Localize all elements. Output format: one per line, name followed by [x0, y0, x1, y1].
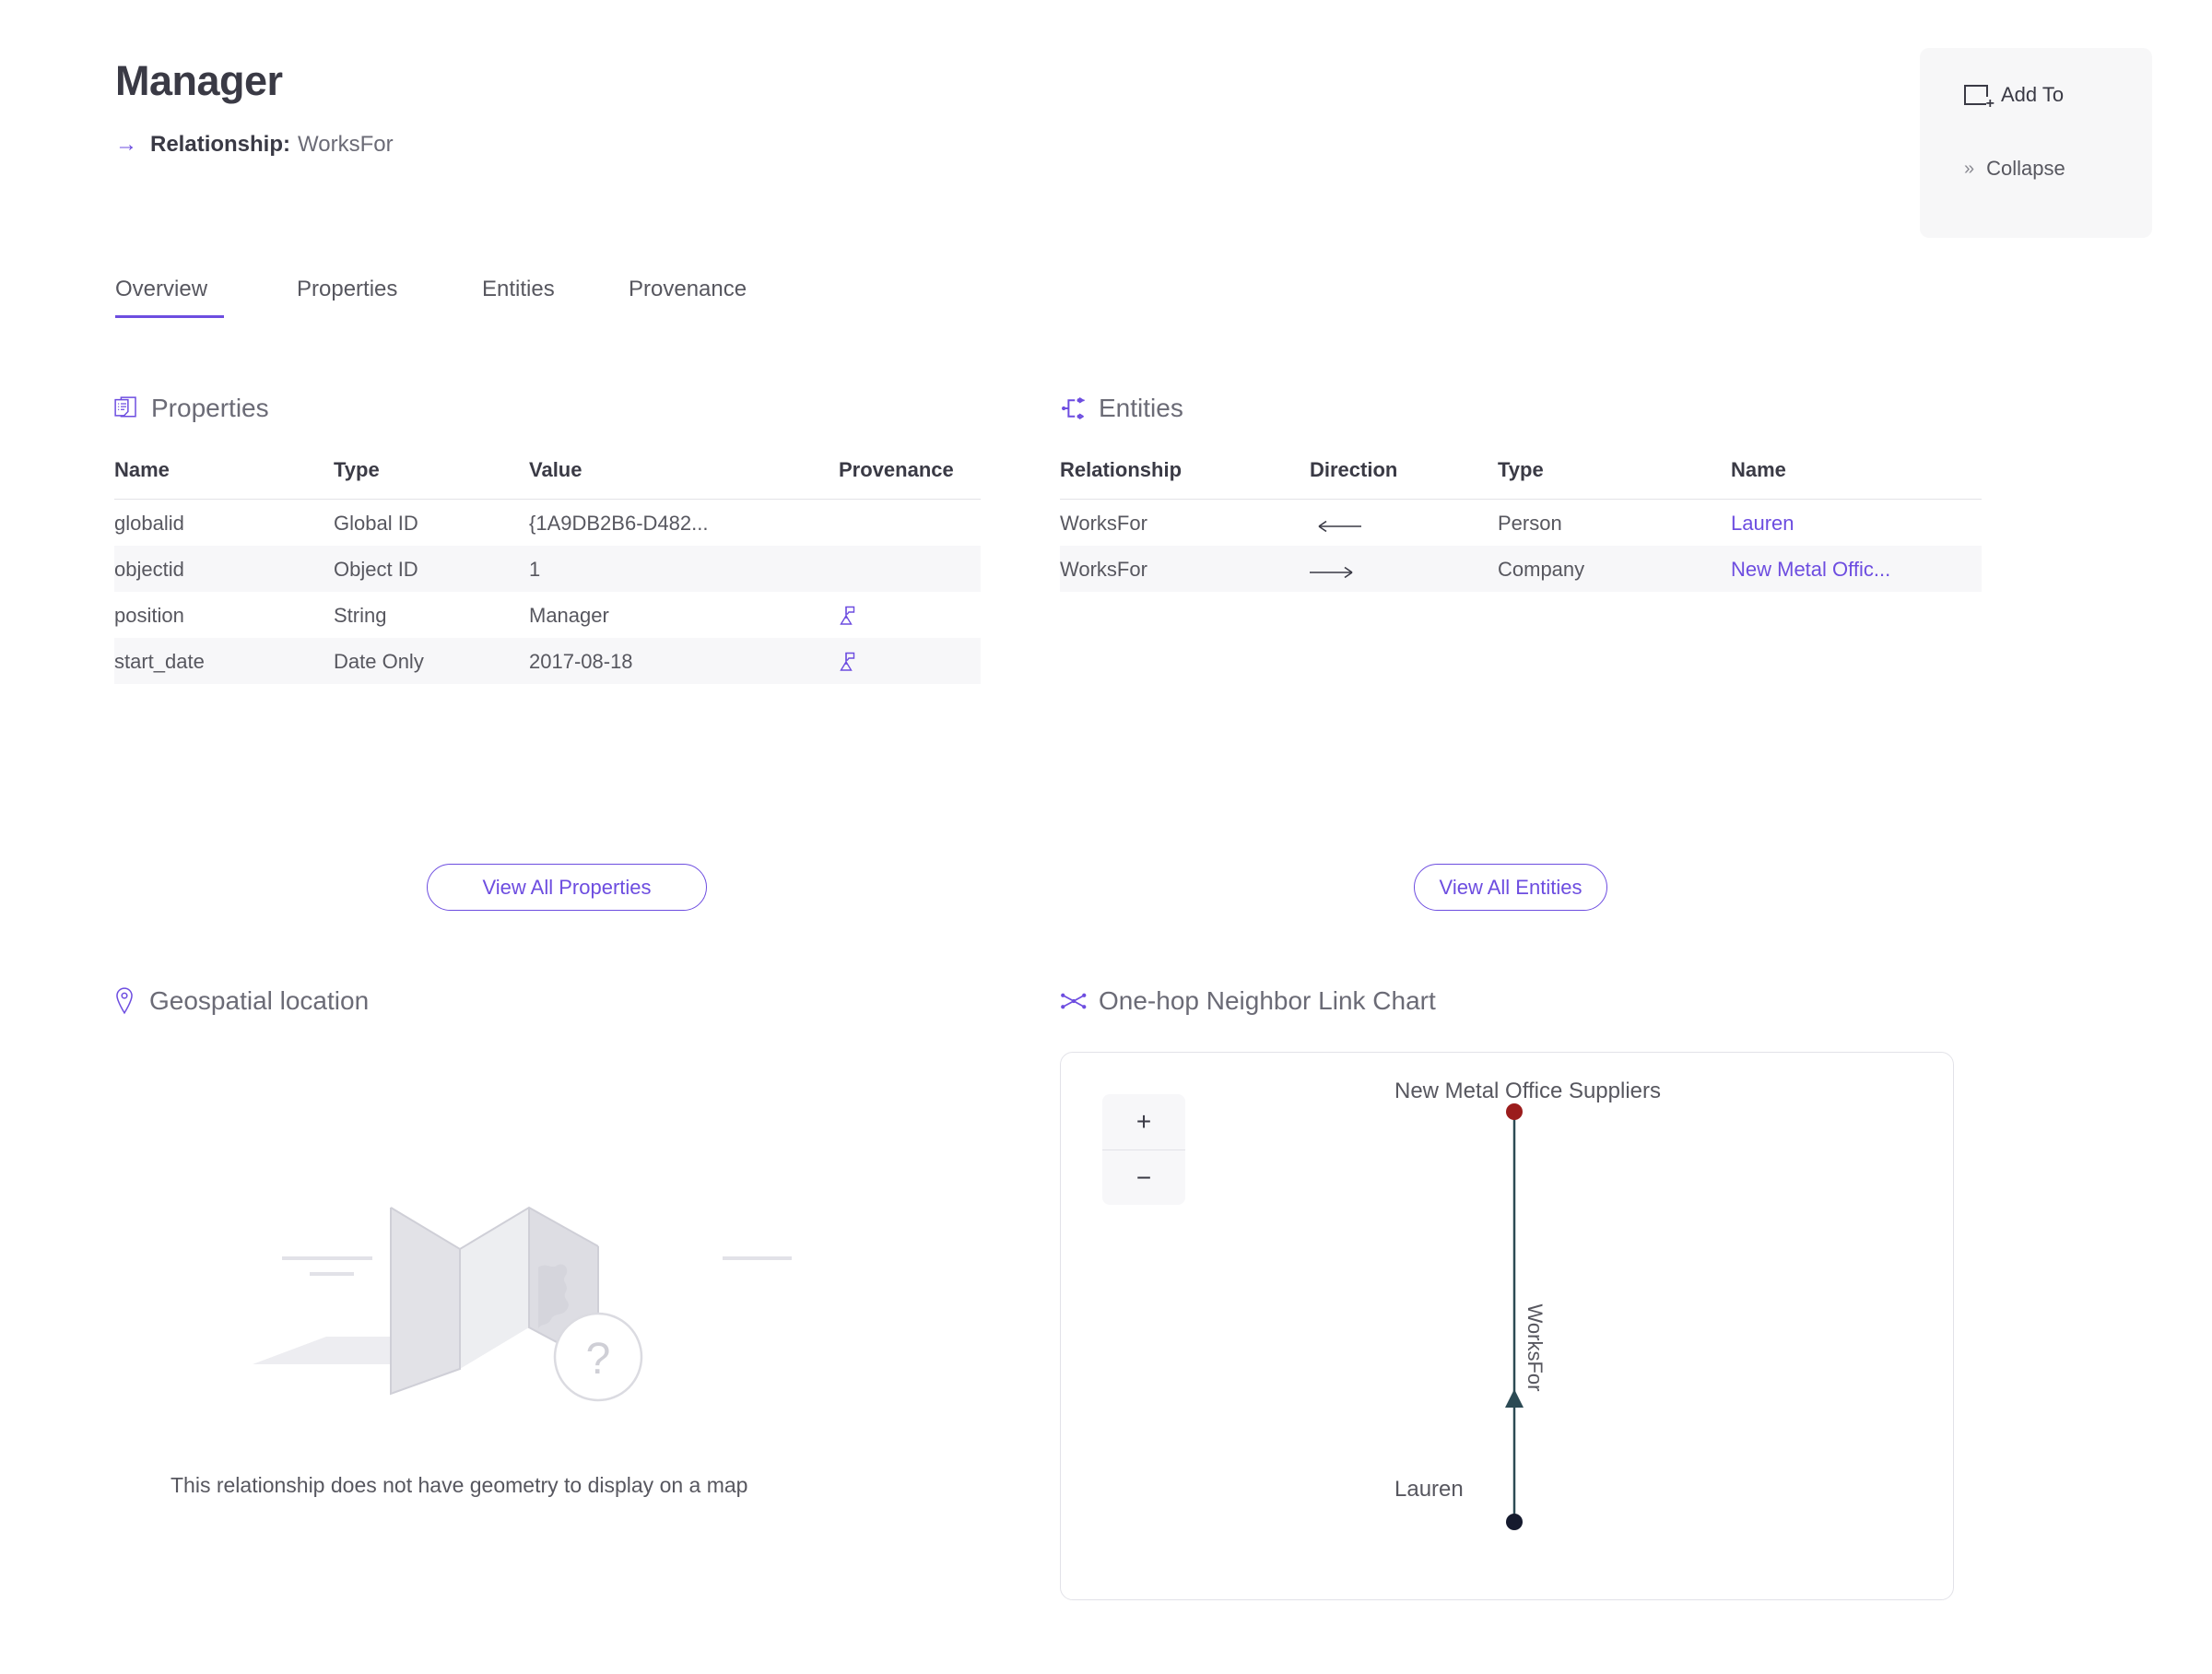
svg-text:?: ?	[586, 1335, 611, 1384]
svg-text:WorksFor: WorksFor	[1524, 1304, 1547, 1392]
